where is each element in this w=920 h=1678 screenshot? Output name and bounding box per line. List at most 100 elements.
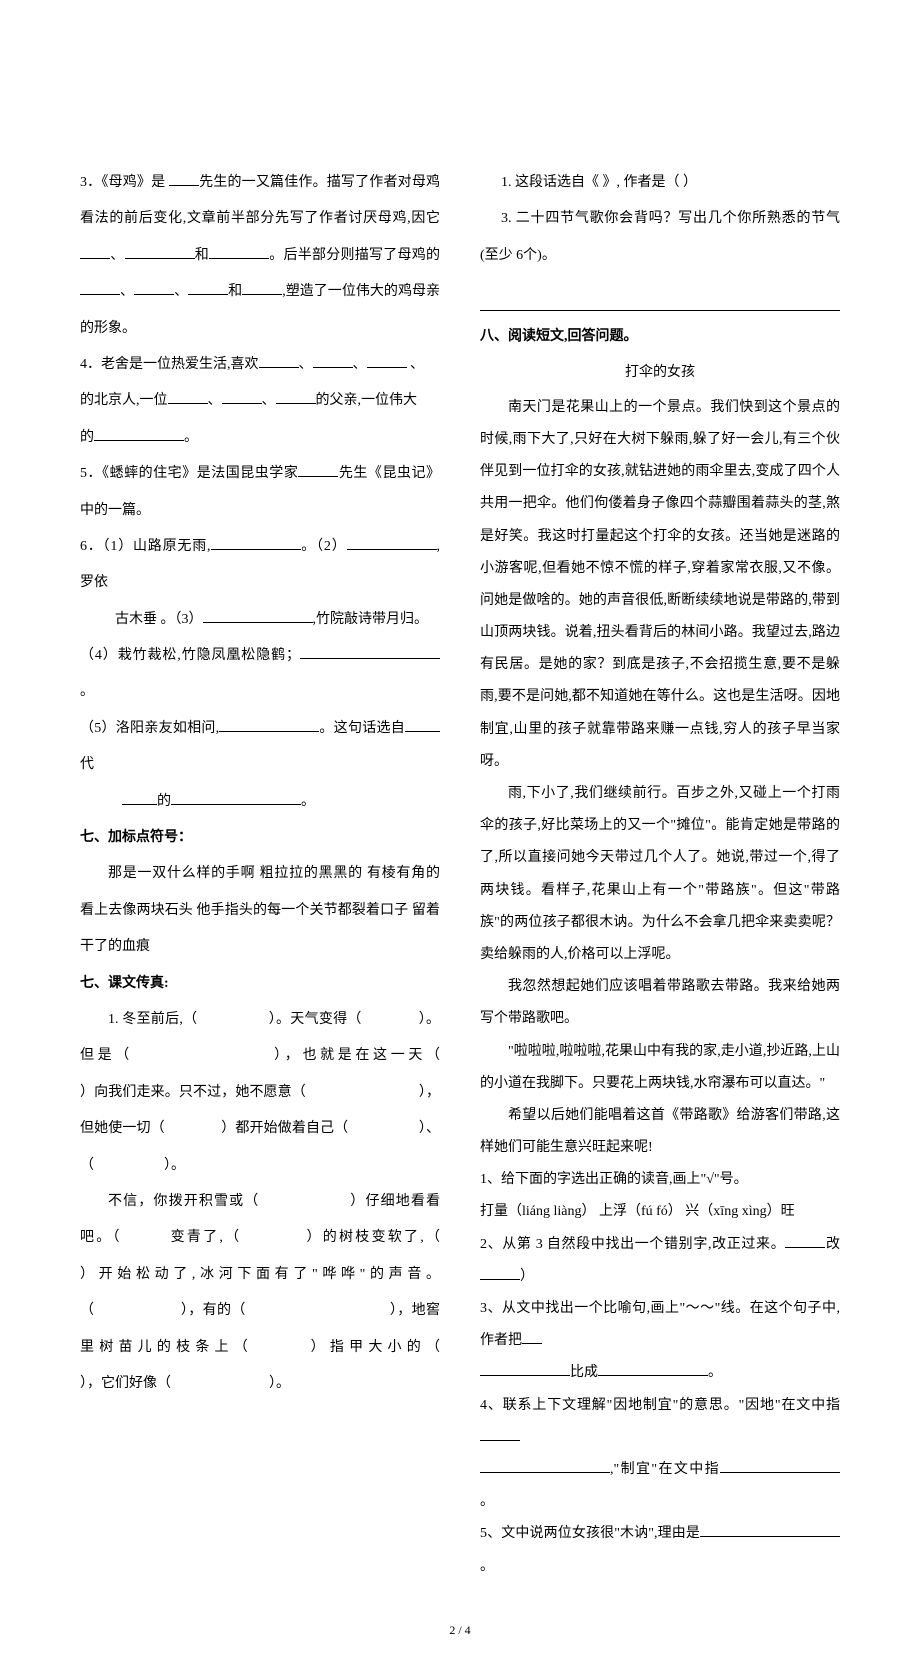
question-6-line5: （5）洛阳亲友如相问,。这句话选自代 xyxy=(80,711,440,784)
p2-t10: ）。 xyxy=(269,1376,290,1391)
blank xyxy=(209,258,269,259)
blank xyxy=(94,440,184,441)
q6-2a: 古木垂 。（3） xyxy=(115,612,203,627)
p1-t9: ）。 xyxy=(164,1158,185,1173)
blank-line xyxy=(480,274,840,311)
blank xyxy=(598,1375,708,1376)
q5-a: 5、文中说两位女孩很"木讷",理由是 xyxy=(480,1526,700,1541)
question-6: 6．（1）山路原无雨,。（2）,罗依 xyxy=(80,529,440,602)
story-para-2: 雨,下小了,我们继续前行。百步之外,又碰上一个打雨伞的孩子,好比菜场上的又一个"… xyxy=(480,778,840,971)
blank xyxy=(405,731,440,732)
blank xyxy=(367,367,407,368)
q4-l3-suffix: 。 xyxy=(184,430,198,445)
blank xyxy=(347,549,437,550)
blank xyxy=(80,258,110,259)
q3-text-a: 3．《母鸡》是 xyxy=(80,175,169,190)
section-7b-p2: 不信，你拨开积雪或（ ）仔细地看看吧。（ 变青了,（ ）的树枝变软了,（ ）开始… xyxy=(80,1184,440,1402)
blank xyxy=(785,1247,825,1248)
story-title: 打伞的女孩 xyxy=(480,355,840,391)
blank xyxy=(720,1472,840,1473)
reading-q1-detail: 打量（liáng liàng） 上浮（fú fó） 兴（xīng xìng）旺 xyxy=(480,1196,840,1228)
blank xyxy=(298,476,338,477)
p2-t9: ），它们好像（ xyxy=(80,1376,171,1391)
blank xyxy=(522,1343,542,1344)
blank xyxy=(276,403,316,404)
question-4: 4．老舍是一位热爱生活,喜欢、、 、 的北京人,一位、、的父亲,一位伟大 的。 xyxy=(80,347,440,456)
blank xyxy=(122,804,157,805)
blank xyxy=(211,549,301,550)
q3-text-d: 。后半部分则描写了母鸡的 xyxy=(269,248,440,263)
q6-5b: 。这句话选自 xyxy=(319,721,405,736)
q4-a: 4、联系上下文理解"因地制宜"的意思。"因地"在文中指 xyxy=(480,1398,840,1413)
blank xyxy=(259,367,299,368)
left-column: 3．《母鸡》是 先生的一又篇佳作。描写了作者对母鸡看法的前后变化,文章前半部分先… xyxy=(80,165,440,1583)
blank xyxy=(80,294,120,295)
q6-4s: 。 xyxy=(80,684,94,699)
q4-l2-suffix: 的父亲,一位伟大 xyxy=(316,393,418,408)
blank xyxy=(480,1279,520,1280)
question-6-line6: 的。 xyxy=(80,784,440,820)
q4-b: ,"制宜"在文中指 xyxy=(610,1462,720,1477)
blank xyxy=(480,1375,570,1376)
blank xyxy=(203,622,313,623)
blank xyxy=(300,658,440,659)
q3-text-e: 和 xyxy=(228,284,242,299)
q3-a: 3、从文中找出一个比喻句,画上"～～"线。在这个句子中,作者把 xyxy=(480,1301,840,1348)
question-6-line4: （4）栽竹裁松,竹隐凤凰松隐鹤；。 xyxy=(80,638,440,711)
q6-6b: 。 xyxy=(301,794,315,809)
p2-t5: ）开始松动了,冰河下面有了"哗哗"的声音。（ xyxy=(80,1267,440,1318)
p1-t2: ）。天气变得（ xyxy=(269,1012,362,1027)
blank xyxy=(134,294,174,295)
section-7b-p1: 1. 冬至前后,（ ）。天气变得（ ）。但是（ ），也就是在这一天（ ）向我们走… xyxy=(80,1002,440,1184)
p2-t1: 不信，你拨开积雪或（ xyxy=(108,1194,259,1209)
p2-t8: ）指甲大小的（ xyxy=(311,1340,440,1355)
q4-l3: 的 xyxy=(80,430,94,445)
blank xyxy=(168,403,208,404)
question-5: 5．《蟋蟀的住宅》是法国昆虫学家先生《昆虫记》中的一篇。 xyxy=(80,456,440,529)
blank xyxy=(169,185,199,186)
right-column: 1. 这段话选自《 》, 作者是（ ） 3. 二十四节气歌你会背吗？写出几个你所… xyxy=(480,165,840,1583)
reading-q2: 2、从第 3 自然段中找出一个错别字,改正过来。改） xyxy=(480,1229,840,1293)
blank xyxy=(242,294,282,295)
blank xyxy=(188,294,228,295)
story-para-1: 南天门是花果山上的一个景点。我们快到这个景点的时候,雨下大了,只好在大树下躲雨,… xyxy=(480,392,840,778)
blank xyxy=(313,367,353,368)
q6-6a: 的 xyxy=(157,794,171,809)
blank xyxy=(219,731,319,732)
reading-q1: 1、给下面的字选出正确的读音,画上"√"号。 xyxy=(480,1164,840,1196)
p1-t4: ），也就是在这一天（ xyxy=(274,1048,440,1063)
page-container: 3．《母鸡》是 先生的一又篇佳作。描写了作者对母鸡看法的前后变化,文章前半部分先… xyxy=(80,165,840,1583)
q5-b: 。 xyxy=(480,1559,494,1574)
section-7a-title: 七、加标点符号： xyxy=(80,820,440,856)
blank xyxy=(480,1472,610,1473)
p1-t7: ）都开始做着自己（ xyxy=(221,1121,348,1136)
story-para-3: 我忽然想起她们应该唱着带路歌去带路。我来给她两写个带路歌吧。 xyxy=(480,971,840,1035)
blank xyxy=(480,1440,520,1441)
p1-t5: ）向我们走来。只不过，她不愿意（ xyxy=(80,1085,306,1100)
p2-t6: ），有的（ xyxy=(181,1303,246,1318)
q5-a: 5．《蟋蟀的住宅》是法国昆虫学家 xyxy=(80,466,298,481)
q6-1b: 。（2） xyxy=(301,539,347,554)
reading-q3: 3、从文中找出一个比喻句,画上"～～"线。在这个句子中,作者把 比成 。 xyxy=(480,1293,840,1390)
section-7a-text: 那是一双什么样的手啊 粗拉拉的黑黑的 有棱有角的 看上去像两块石头 他手指头的每… xyxy=(80,856,440,965)
q3-text-f: ,塑造了一位伟大的鸡母亲的形象。 xyxy=(80,284,440,335)
reading-q4: 4、联系上下文理解"因地制宜"的意思。"因地"在文中指 ,"制宜"在文中指。 xyxy=(480,1390,840,1519)
q4-l1: 4．老舍是一位热爱生活,喜欢 xyxy=(80,357,259,372)
q6-2b: ,竹院敲诗带月归。 xyxy=(313,612,429,627)
q3-b: 比成 xyxy=(570,1365,598,1380)
section-8-title: 八、阅读短文,回答问题。 xyxy=(480,319,840,355)
blank xyxy=(700,1536,840,1537)
q3-text-c: 和 xyxy=(195,248,210,263)
q6-5a: （5）洛阳亲友如相问, xyxy=(80,721,219,736)
q3-c: 。 xyxy=(708,1365,722,1380)
question-6-line2: 古木垂 。（3） ,竹院敲诗带月归。 xyxy=(80,602,440,638)
q2-b: 改 xyxy=(825,1237,840,1252)
page-footer: 2 / 4 xyxy=(80,1623,840,1638)
q4-l2: 的北京人,一位 xyxy=(80,393,168,408)
q4-c: 。 xyxy=(480,1494,494,1509)
blank xyxy=(171,804,301,805)
story-para-5: 希望以后她们能唱着这首《带路歌》给游客们带路,这样她们可能生意兴旺起来呢! xyxy=(480,1100,840,1164)
p2-t4: ）的树枝变软了,（ xyxy=(306,1230,440,1245)
q6-1a: 6．（1）山路原无雨, xyxy=(80,539,211,554)
q2-a: 2、从第 3 自然段中找出一个错别字,改正过来。 xyxy=(480,1237,785,1252)
